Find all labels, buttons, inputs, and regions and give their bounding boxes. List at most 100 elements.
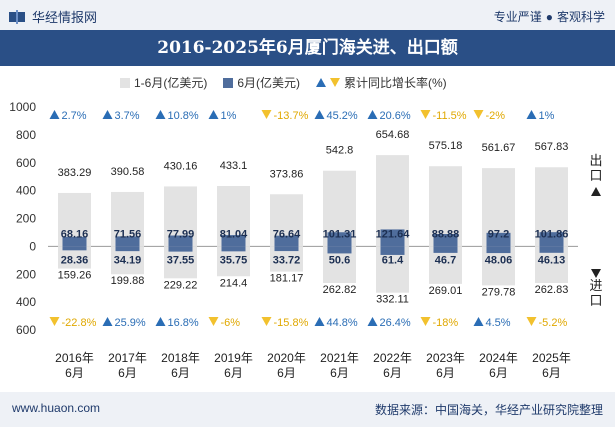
y-tick-label: 600 <box>16 156 36 170</box>
import-monthly-label: 61.4 <box>382 254 404 266</box>
export-cumulative-label: 390.58 <box>111 166 145 178</box>
export-growth-up-triangle-icon <box>526 110 537 119</box>
import-growth-label: -6% <box>221 317 241 329</box>
import-growth-up-triangle-icon <box>367 317 378 326</box>
export-cumulative-label: 383.29 <box>58 167 92 179</box>
export-growth-up-triangle-icon <box>367 110 378 119</box>
export-growth-label: -11.5% <box>433 110 467 122</box>
export-growth-label: -2% <box>486 110 506 122</box>
y-tick-label: 400 <box>16 184 36 198</box>
import-growth-down-triangle-icon <box>261 317 272 326</box>
x-tick-label: 6月 <box>171 366 190 380</box>
export-monthly-label: 101.86 <box>535 228 569 240</box>
export-monthly-label: 71.56 <box>114 228 142 240</box>
export-monthly-label: 77.99 <box>167 228 195 240</box>
import-growth-label: 25.9% <box>115 317 146 329</box>
x-tick-label: 6月 <box>118 366 137 380</box>
export-growth-label: 45.2% <box>327 110 358 122</box>
footer-bar <box>0 392 615 427</box>
export-monthly-bar <box>539 232 564 247</box>
import-growth-down-triangle-icon <box>49 317 60 326</box>
export-growth-down-triangle-icon <box>420 110 431 119</box>
triangle-down-icon <box>330 78 341 87</box>
export-growth-label: 3.7% <box>115 110 140 122</box>
x-tick-label: 2025年 <box>532 351 571 365</box>
export-growth-label: 1% <box>221 110 237 122</box>
x-tick-label: 6月 <box>436 366 455 380</box>
import-side-label: 进 <box>589 279 602 294</box>
y-tick-label: 1000 <box>9 100 36 114</box>
export-monthly-bar <box>115 236 140 247</box>
import-growth-label: 44.8% <box>327 317 358 329</box>
export-growth-up-triangle-icon <box>314 110 325 119</box>
import-growth-label: 4.5% <box>486 317 511 329</box>
export-monthly-label: 68.16 <box>61 228 89 240</box>
x-tick-label: 6月 <box>542 366 561 380</box>
export-cumulative-label: 433.1 <box>220 160 248 172</box>
x-tick-label: 2020年 <box>267 351 306 365</box>
import-monthly-label: 46.7 <box>435 254 456 266</box>
export-growth-label: -13.7% <box>274 110 309 122</box>
import-growth-down-triangle-icon <box>526 317 537 326</box>
import-monthly-label: 35.75 <box>220 254 248 266</box>
import-cumulative-label: 199.88 <box>111 275 145 287</box>
import-monthly-bar <box>327 246 352 254</box>
import-monthly-bar <box>168 246 193 252</box>
x-tick-label: 2021年 <box>320 351 359 365</box>
import-monthly-bar <box>380 246 405 255</box>
y-tick-label: 0 <box>29 239 36 253</box>
top-bar: 华经情报网 专业严谨 ● 客观科学 <box>0 0 615 30</box>
legend-item-monthly: 6月(亿美元) <box>223 74 300 91</box>
export-monthly-label: 76.64 <box>273 228 301 240</box>
y-tick-label: 200 <box>16 267 36 281</box>
y-tick-label: 200 <box>16 212 36 226</box>
legend-swatch-monthly <box>223 77 234 88</box>
x-tick-label: 2017年 <box>108 351 147 365</box>
export-cumulative-label: 654.68 <box>376 129 410 141</box>
import-growth-label: -22.8% <box>62 317 97 329</box>
export-growth-label: 20.6% <box>380 110 411 122</box>
x-tick-label: 6月 <box>277 366 296 380</box>
import-cumulative-label: 159.26 <box>58 270 92 282</box>
export-cumulative-bar <box>429 166 462 247</box>
import-growth-label: -18% <box>433 317 459 329</box>
export-cumulative-label: 575.18 <box>429 140 463 152</box>
export-cumulative-label: 430.16 <box>164 160 198 172</box>
export-growth-up-triangle-icon <box>49 110 60 119</box>
y-tick-label: 400 <box>16 295 36 309</box>
import-side-label: 口 <box>589 294 602 309</box>
x-tick-label: 6月 <box>224 366 243 380</box>
export-monthly-bar <box>486 232 511 247</box>
chart-legend: 1-6月(亿美元) 6月(亿美元) 累计同比增长率(%) <box>120 74 447 91</box>
import-cumulative-label: 269.01 <box>429 285 463 297</box>
brand: 华经情报网 <box>8 7 97 26</box>
export-arrow-up-icon <box>591 187 601 196</box>
export-side-label: 口 <box>589 169 602 184</box>
x-tick-label: 2023年 <box>426 351 465 365</box>
import-monthly-label: 50.6 <box>329 254 350 266</box>
export-cumulative-label: 373.86 <box>270 168 304 180</box>
export-monthly-label: 97.2 <box>488 228 509 240</box>
x-tick-label: 6月 <box>330 366 349 380</box>
import-growth-label: -5.2% <box>539 317 568 329</box>
export-growth-label: 2.7% <box>62 110 87 122</box>
legend-item-growth: 累计同比增长率(%) <box>316 74 447 91</box>
import-growth-down-triangle-icon <box>420 317 431 326</box>
import-monthly-label: 34.19 <box>114 254 142 266</box>
export-growth-label: 1% <box>539 110 555 122</box>
import-growth-up-triangle-icon <box>314 317 325 326</box>
x-tick-label: 6月 <box>383 366 402 380</box>
import-monthly-label: 28.36 <box>61 254 89 266</box>
y-tick-label: 800 <box>16 128 36 142</box>
export-monthly-bar <box>221 235 246 247</box>
import-monthly-label: 48.06 <box>485 254 513 266</box>
import-cumulative-label: 229.22 <box>164 279 198 291</box>
export-monthly-bar <box>168 235 193 247</box>
export-monthly-bar <box>380 229 405 247</box>
export-growth-up-triangle-icon <box>102 110 113 119</box>
export-growth-up-triangle-icon <box>208 110 219 119</box>
y-tick-label: 600 <box>16 323 36 337</box>
import-growth-up-triangle-icon <box>102 317 113 326</box>
tagline-right: 客观科学 <box>556 10 605 24</box>
import-monthly-bar <box>433 246 458 253</box>
